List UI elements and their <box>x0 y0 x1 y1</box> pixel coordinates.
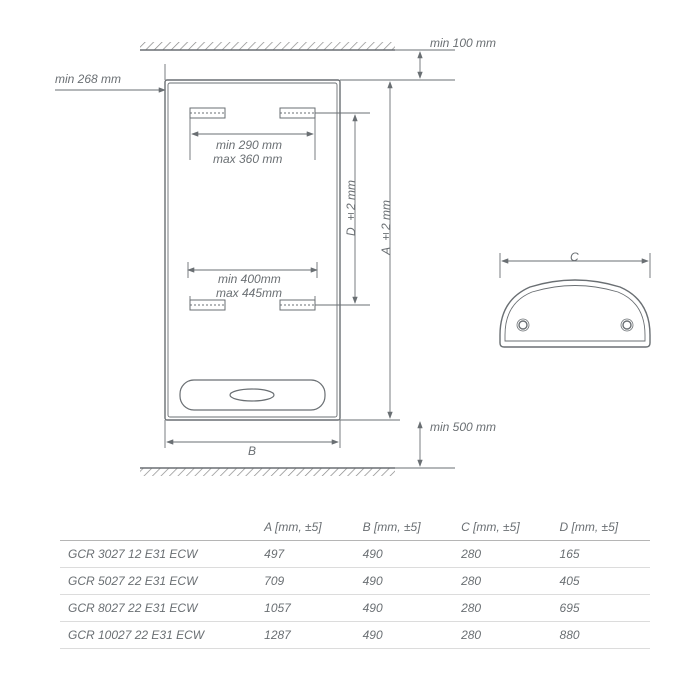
label-left-clearance: min 268 mm <box>55 72 121 86</box>
label-dim-c: C <box>570 250 579 264</box>
cell-a: 1287 <box>256 622 354 649</box>
cell-d: 880 <box>552 622 650 649</box>
cell-c: 280 <box>453 595 551 622</box>
label-dim-b: B <box>248 444 256 458</box>
label-dim-a: A ±2 mm <box>379 200 393 255</box>
cell-b: 490 <box>355 622 453 649</box>
label-bracket2-min: min 400mm <box>218 272 281 286</box>
model-name: GCR 3027 12 E31 ECW <box>60 541 256 568</box>
cell-a: 709 <box>256 568 354 595</box>
cell-b: 490 <box>355 568 453 595</box>
cell-d: 165 <box>552 541 650 568</box>
table-row: GCR 5027 22 E31 ECW709490280405 <box>60 568 650 595</box>
model-name: GCR 10027 22 E31 ECW <box>60 622 256 649</box>
cell-d: 405 <box>552 568 650 595</box>
cell-a: 1057 <box>256 595 354 622</box>
table-header-row: A [mm, ±5] B [mm, ±5] C [mm, ±5] D [mm, … <box>60 514 650 541</box>
label-bracket2-max: max 445mm <box>216 286 282 300</box>
label-bottom-clearance: min 500 mm <box>430 420 496 434</box>
cell-b: 490 <box>355 595 453 622</box>
label-bracket1-min: min 290 mm <box>216 138 282 152</box>
table-row: GCR 8027 22 E31 ECW1057490280695 <box>60 595 650 622</box>
model-name: GCR 5027 22 E31 ECW <box>60 568 256 595</box>
label-dim-d: D ±2 mm <box>344 180 358 236</box>
col-c: C [mm, ±5] <box>453 514 551 541</box>
technical-diagram: min 100 mm min 268 mm min 290 mm max 360… <box>0 0 700 500</box>
cell-d: 695 <box>552 595 650 622</box>
table-row: GCR 3027 12 E31 ECW497490280165 <box>60 541 650 568</box>
dimension-table: A [mm, ±5] B [mm, ±5] C [mm, ±5] D [mm, … <box>60 514 650 649</box>
cell-a: 497 <box>256 541 354 568</box>
col-b: B [mm, ±5] <box>355 514 453 541</box>
cell-c: 280 <box>453 568 551 595</box>
label-bracket1-max: max 360 mm <box>213 152 282 166</box>
col-a: A [mm, ±5] <box>256 514 354 541</box>
table-row: GCR 10027 22 E31 ECW1287490280880 <box>60 622 650 649</box>
cell-c: 280 <box>453 622 551 649</box>
label-top-clearance: min 100 mm <box>430 36 496 50</box>
cell-c: 280 <box>453 541 551 568</box>
col-d: D [mm, ±5] <box>552 514 650 541</box>
model-name: GCR 8027 22 E31 ECW <box>60 595 256 622</box>
cell-b: 490 <box>355 541 453 568</box>
